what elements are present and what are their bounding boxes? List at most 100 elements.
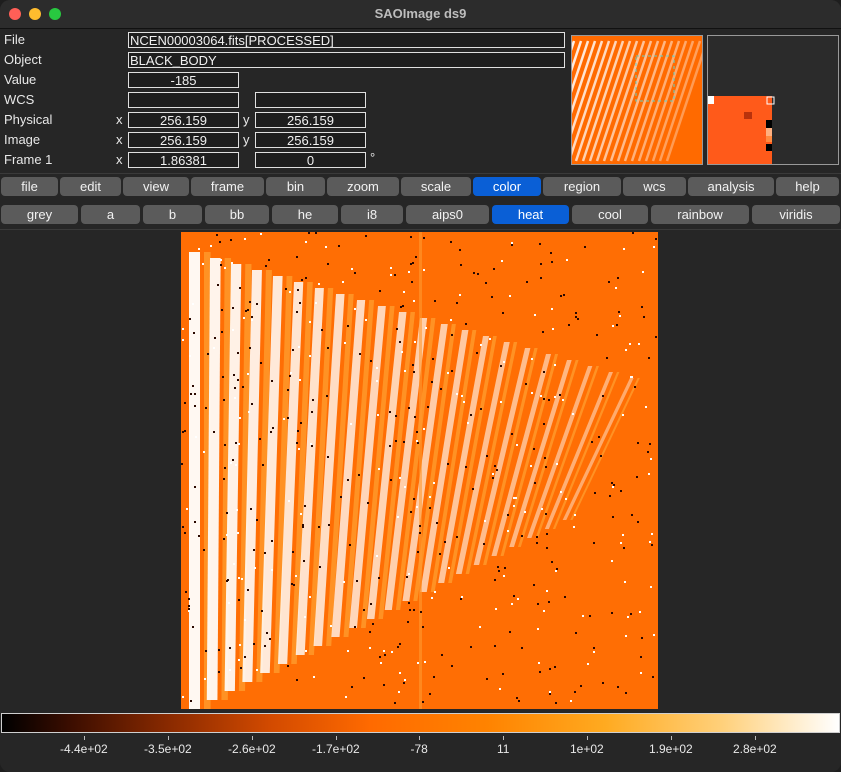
colormap-button-cool[interactable]: cool bbox=[572, 205, 648, 224]
menu-button-help[interactable]: help bbox=[776, 177, 839, 196]
noise-pixel bbox=[433, 482, 435, 484]
menu-button-scale[interactable]: scale bbox=[401, 177, 471, 196]
noise-pixel bbox=[425, 327, 427, 329]
minimize-window-button[interactable] bbox=[29, 8, 41, 20]
noise-pixel bbox=[297, 289, 299, 291]
noise-pixel bbox=[404, 370, 406, 372]
noise-pixel bbox=[390, 267, 392, 269]
noise-pixel bbox=[424, 661, 426, 663]
noise-pixel bbox=[531, 392, 533, 394]
menu-button-edit[interactable]: edit bbox=[60, 177, 121, 196]
noise-pixel bbox=[229, 669, 231, 671]
noise-pixel bbox=[653, 246, 655, 248]
colormap-button-bb[interactable]: bb bbox=[205, 205, 269, 224]
panner-viewport-box[interactable] bbox=[635, 55, 675, 102]
noise-pixel bbox=[271, 569, 273, 571]
colormap-button-i8[interactable]: i8 bbox=[341, 205, 403, 224]
column-artifact bbox=[419, 232, 422, 709]
colormap-button-aips0[interactable]: aips0 bbox=[406, 205, 489, 224]
noise-pixel bbox=[304, 505, 306, 507]
noise-pixel bbox=[516, 444, 518, 446]
noise-pixel bbox=[408, 573, 410, 575]
noise-pixel bbox=[507, 514, 509, 516]
menu-button-file[interactable]: file bbox=[1, 177, 58, 196]
image-canvas[interactable] bbox=[0, 230, 841, 710]
noise-pixel bbox=[649, 541, 651, 543]
noise-pixel bbox=[615, 287, 617, 289]
noise-pixel bbox=[188, 610, 190, 612]
colormap-button-a[interactable]: a bbox=[81, 205, 140, 224]
colormap-button-b[interactable]: b bbox=[143, 205, 202, 224]
menu-button-color[interactable]: color bbox=[473, 177, 541, 196]
zoom-window-button[interactable] bbox=[49, 8, 61, 20]
menu-button-wcs[interactable]: wcs bbox=[623, 177, 686, 196]
menu-button-view[interactable]: view bbox=[123, 177, 189, 196]
info-panel: File NCEN00003064.fits[PROCESSED] Object… bbox=[0, 29, 841, 171]
noise-pixel bbox=[643, 316, 645, 318]
menu-button-analysis[interactable]: analysis bbox=[688, 177, 774, 196]
colorbar-tick-label: 1.9e+02 bbox=[649, 742, 693, 756]
noise-pixel bbox=[394, 274, 396, 276]
noise-pixel bbox=[198, 535, 200, 537]
colormap-button-grey[interactable]: grey bbox=[1, 205, 78, 224]
noise-pixel bbox=[513, 497, 515, 499]
colormap-button-viridis[interactable]: viridis bbox=[752, 205, 840, 224]
colormap-button-he[interactable]: he bbox=[272, 205, 338, 224]
colormap-button-rainbow[interactable]: rainbow bbox=[651, 205, 749, 224]
noise-pixel bbox=[422, 701, 424, 703]
noise-pixel bbox=[244, 238, 246, 240]
noise-pixel bbox=[236, 509, 238, 511]
noise-pixel bbox=[238, 443, 240, 445]
noise-pixel bbox=[207, 353, 209, 355]
menu-button-zoom[interactable]: zoom bbox=[327, 177, 399, 196]
close-window-button[interactable] bbox=[9, 8, 21, 20]
panner-view[interactable] bbox=[571, 35, 703, 165]
noise-pixel bbox=[297, 430, 299, 432]
noise-pixel bbox=[556, 463, 558, 465]
noise-pixel bbox=[613, 484, 615, 486]
fringe-stripe-halo bbox=[291, 282, 313, 664]
noise-pixel bbox=[500, 401, 502, 403]
panner-thumbnail bbox=[572, 36, 702, 164]
noise-pixel bbox=[328, 524, 330, 526]
noise-pixel bbox=[182, 328, 184, 330]
noise-pixel bbox=[350, 423, 352, 425]
panner-stripe bbox=[574, 40, 618, 162]
frame-zoom-field: 1.86381 bbox=[128, 152, 239, 168]
noise-pixel bbox=[548, 399, 550, 401]
noise-pixel bbox=[593, 647, 595, 649]
noise-pixel bbox=[461, 596, 463, 598]
noise-pixel bbox=[563, 294, 565, 296]
noise-pixel bbox=[521, 647, 523, 649]
noise-pixel bbox=[507, 530, 509, 532]
noise-pixel bbox=[429, 496, 431, 498]
colorbar-tick-label: -1.7e+02 bbox=[312, 742, 360, 756]
noise-pixel bbox=[210, 245, 212, 247]
noise-pixel bbox=[253, 549, 255, 551]
noise-pixel bbox=[598, 436, 600, 438]
menu-button-region[interactable]: region bbox=[543, 177, 621, 196]
colorbar-ticks: -4.4e+02 -3.5e+02 -2.6e+02 -1.7e+02 -78 11 1e+… bbox=[0, 736, 841, 772]
noise-pixel bbox=[570, 700, 572, 702]
noise-pixel bbox=[395, 415, 397, 417]
noise-pixel bbox=[622, 414, 624, 416]
fringe-stripe bbox=[242, 270, 262, 682]
colormap-button-heat[interactable]: heat bbox=[492, 205, 569, 224]
noise-pixel bbox=[370, 360, 372, 362]
noise-pixel bbox=[256, 669, 258, 671]
noise-pixel bbox=[504, 567, 506, 569]
value-field: -185 bbox=[128, 72, 239, 88]
menu-button-bin[interactable]: bin bbox=[266, 177, 325, 196]
noise-pixel bbox=[414, 416, 416, 418]
fits-image[interactable] bbox=[181, 232, 658, 709]
colorbar[interactable] bbox=[1, 713, 840, 733]
fringe-stripe bbox=[277, 282, 304, 664]
noise-pixel bbox=[296, 311, 298, 313]
menu-button-frame[interactable]: frame bbox=[191, 177, 264, 196]
noise-pixel bbox=[584, 246, 586, 248]
noise-pixel bbox=[419, 525, 421, 527]
fringe-stripe-halo bbox=[570, 378, 640, 520]
noise-pixel bbox=[302, 526, 304, 528]
noise-pixel bbox=[253, 643, 255, 645]
noise-pixel bbox=[638, 343, 640, 345]
